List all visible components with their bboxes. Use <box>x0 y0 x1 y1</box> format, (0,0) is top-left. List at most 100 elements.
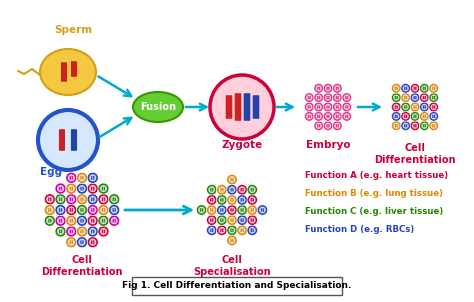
FancyBboxPatch shape <box>72 198 73 201</box>
Circle shape <box>228 207 236 214</box>
Circle shape <box>109 215 119 226</box>
FancyBboxPatch shape <box>432 96 434 99</box>
FancyBboxPatch shape <box>70 240 71 244</box>
FancyBboxPatch shape <box>242 229 244 232</box>
Circle shape <box>87 215 98 226</box>
FancyBboxPatch shape <box>61 230 62 233</box>
Circle shape <box>98 183 109 194</box>
Circle shape <box>342 93 352 102</box>
FancyBboxPatch shape <box>72 219 73 223</box>
FancyBboxPatch shape <box>319 105 320 109</box>
FancyBboxPatch shape <box>220 198 222 202</box>
Circle shape <box>304 111 314 121</box>
FancyBboxPatch shape <box>50 208 52 212</box>
FancyBboxPatch shape <box>112 219 114 223</box>
FancyBboxPatch shape <box>114 198 116 201</box>
FancyBboxPatch shape <box>212 229 213 232</box>
Circle shape <box>109 204 119 216</box>
Circle shape <box>76 194 88 205</box>
Circle shape <box>410 121 420 130</box>
Circle shape <box>325 113 331 120</box>
Circle shape <box>78 174 86 182</box>
Circle shape <box>239 227 246 234</box>
Circle shape <box>323 111 333 121</box>
Circle shape <box>228 186 236 193</box>
Circle shape <box>392 83 401 93</box>
Circle shape <box>323 83 333 93</box>
FancyBboxPatch shape <box>93 219 94 223</box>
FancyBboxPatch shape <box>82 176 84 180</box>
Circle shape <box>66 194 77 205</box>
Circle shape <box>430 85 437 92</box>
FancyBboxPatch shape <box>93 198 94 201</box>
FancyBboxPatch shape <box>222 198 224 202</box>
FancyBboxPatch shape <box>337 124 339 127</box>
Circle shape <box>237 185 247 195</box>
Circle shape <box>402 85 409 92</box>
FancyBboxPatch shape <box>222 188 224 191</box>
FancyBboxPatch shape <box>82 198 84 201</box>
FancyBboxPatch shape <box>59 230 60 233</box>
FancyBboxPatch shape <box>82 219 84 223</box>
FancyBboxPatch shape <box>48 208 50 212</box>
FancyBboxPatch shape <box>70 187 71 190</box>
Circle shape <box>393 113 400 120</box>
Text: Function D (e.g. RBCs): Function D (e.g. RBCs) <box>305 224 414 233</box>
FancyBboxPatch shape <box>251 218 252 222</box>
Circle shape <box>109 194 119 205</box>
Circle shape <box>401 83 410 93</box>
FancyBboxPatch shape <box>210 188 211 191</box>
FancyBboxPatch shape <box>328 105 329 109</box>
Text: Embryo: Embryo <box>306 140 350 150</box>
Circle shape <box>228 176 236 183</box>
Text: Sperm: Sperm <box>54 25 92 35</box>
FancyBboxPatch shape <box>319 115 320 118</box>
Circle shape <box>325 95 331 101</box>
Circle shape <box>38 110 98 170</box>
FancyBboxPatch shape <box>406 96 407 99</box>
Circle shape <box>419 121 429 130</box>
Circle shape <box>316 95 322 101</box>
FancyBboxPatch shape <box>308 96 309 99</box>
FancyBboxPatch shape <box>395 105 396 109</box>
FancyBboxPatch shape <box>59 198 60 201</box>
FancyBboxPatch shape <box>91 208 92 212</box>
Circle shape <box>259 207 266 214</box>
FancyBboxPatch shape <box>48 198 50 201</box>
Circle shape <box>314 102 323 112</box>
FancyBboxPatch shape <box>80 208 82 212</box>
FancyBboxPatch shape <box>222 218 224 222</box>
FancyBboxPatch shape <box>72 176 73 180</box>
FancyBboxPatch shape <box>251 198 252 202</box>
FancyBboxPatch shape <box>253 229 254 232</box>
FancyBboxPatch shape <box>242 198 244 202</box>
Circle shape <box>68 174 75 182</box>
Circle shape <box>228 227 236 234</box>
Circle shape <box>228 217 236 223</box>
FancyBboxPatch shape <box>232 239 234 242</box>
FancyBboxPatch shape <box>319 96 320 99</box>
Circle shape <box>87 237 98 248</box>
FancyBboxPatch shape <box>396 96 398 99</box>
FancyBboxPatch shape <box>404 87 405 90</box>
Circle shape <box>46 217 54 224</box>
FancyBboxPatch shape <box>102 187 103 190</box>
Circle shape <box>249 217 255 223</box>
FancyBboxPatch shape <box>337 105 339 109</box>
FancyBboxPatch shape <box>345 96 346 99</box>
FancyBboxPatch shape <box>232 178 234 181</box>
FancyBboxPatch shape <box>308 105 309 109</box>
Circle shape <box>247 205 257 215</box>
FancyBboxPatch shape <box>102 198 103 201</box>
FancyBboxPatch shape <box>230 208 232 212</box>
Circle shape <box>76 204 88 216</box>
Circle shape <box>393 95 400 101</box>
FancyBboxPatch shape <box>328 124 329 127</box>
FancyBboxPatch shape <box>347 115 348 118</box>
Circle shape <box>401 121 410 130</box>
FancyBboxPatch shape <box>220 229 222 232</box>
FancyBboxPatch shape <box>82 240 84 244</box>
Circle shape <box>87 183 98 194</box>
FancyBboxPatch shape <box>212 218 213 222</box>
FancyBboxPatch shape <box>82 187 84 190</box>
